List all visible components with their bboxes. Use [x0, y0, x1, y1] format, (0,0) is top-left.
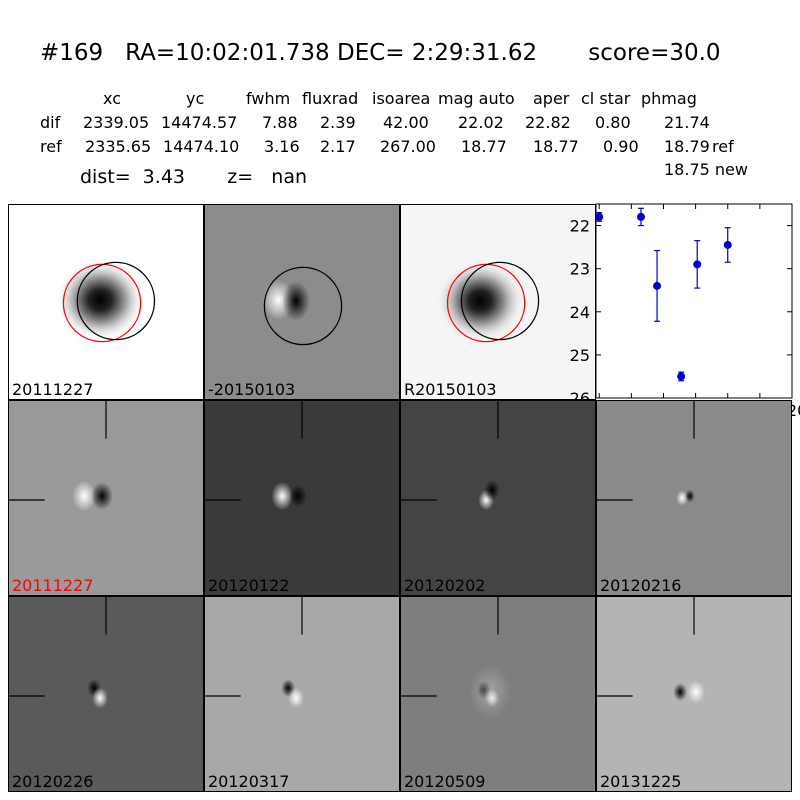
stamp-label: -20150103 — [208, 380, 296, 399]
row-label: dif — [40, 113, 61, 132]
stamp-difference: -20150103 — [204, 204, 400, 400]
residual-blob — [687, 680, 705, 704]
cell-yc: 14474.10 — [163, 137, 240, 156]
residual-blob — [271, 481, 294, 511]
source-blob — [54, 258, 146, 342]
stamp-label: 20120202 — [404, 576, 486, 595]
residual-blob — [92, 687, 108, 709]
data-point — [636, 212, 645, 221]
y-tick-label: 23 — [570, 260, 590, 279]
data-point — [723, 240, 732, 249]
dif-aperture-circle — [76, 261, 156, 341]
cell-mag-auto: 22.02 — [458, 113, 504, 132]
cell-cl-star: 0.90 — [603, 137, 639, 156]
stamp-label: 20131225 — [600, 772, 682, 791]
cell-phmag: 21.74 — [664, 113, 710, 132]
data-point — [653, 281, 662, 290]
cell-fwhm: 3.16 — [264, 137, 300, 156]
plot-frame — [595, 203, 793, 399]
stamp-label: 20120509 — [404, 772, 486, 791]
residual-blob — [685, 489, 695, 503]
col-header-aper: aper — [533, 89, 570, 108]
residual-blob — [72, 480, 97, 512]
y-tick-label: 22 — [570, 217, 590, 236]
cell-yc: 14474.57 — [161, 113, 238, 132]
stamp-label: R20150103 — [404, 380, 497, 399]
residual-blob — [91, 481, 113, 511]
data-point — [595, 212, 604, 221]
residual-blob — [288, 687, 304, 709]
cell-aper: 18.77 — [533, 137, 579, 156]
cell-aper: 22.82 — [525, 113, 571, 132]
cell-fluxrad: 2.39 — [320, 113, 356, 132]
dif-aperture-circle — [460, 261, 540, 341]
col-header-cl-star: cl star — [581, 89, 631, 108]
cell-extra: ref — [712, 137, 734, 156]
cell-isoarea: 267.00 — [380, 137, 436, 156]
col-header-fwhm: fwhm — [246, 89, 291, 108]
col-header-mag-auto: mag auto — [438, 89, 515, 108]
stamp-label: 20120317 — [208, 772, 290, 791]
col-header-fluxrad: fluxrad — [302, 89, 359, 108]
col-header-phmag: phmag — [641, 89, 697, 108]
stamp-ref-late: R20150103 — [400, 204, 596, 400]
y-tick-label: 24 — [570, 303, 590, 322]
new-mag-readout: 18.75 new — [664, 160, 748, 179]
dist-z-readout: dist= 3.43 z= nan — [80, 166, 308, 188]
residual-blob — [676, 490, 689, 506]
stamp-difference-epoch: 20120216 — [596, 400, 792, 596]
cell-fwhm: 7.88 — [262, 113, 298, 132]
stamp-difference-epoch: 20120509 — [400, 596, 596, 792]
cell-isoarea: 42.00 — [383, 113, 429, 132]
cell-phmag: 18.79 — [664, 137, 710, 156]
cell-fluxrad: 2.17 — [320, 137, 356, 156]
col-header-isoarea: isoarea — [372, 89, 431, 108]
stamp-ref-early: 20111227 — [8, 204, 204, 400]
row-label: ref — [40, 137, 62, 156]
cell-cl-star: 0.80 — [595, 113, 631, 132]
col-header-xc: xc — [103, 89, 121, 108]
residual-blob — [673, 683, 688, 702]
data-point — [677, 372, 686, 381]
stamp-difference-epoch: 20120202 — [400, 400, 596, 596]
negative-residual — [282, 281, 310, 321]
col-header-yc: yc — [186, 89, 205, 108]
residual-blob — [289, 484, 307, 508]
stamp-difference-epoch: 20120317 — [204, 596, 400, 792]
y-tick-label: 25 — [570, 346, 590, 365]
stamp-label: 20111227 — [12, 380, 94, 399]
source-blob — [434, 259, 526, 343]
dif-aperture-circle — [263, 266, 343, 346]
cell-xc: 2335.65 — [85, 137, 152, 156]
cell-mag-auto: 18.77 — [461, 137, 507, 156]
page-title: #169 RA=10:02:01.738 DEC= 2:29:31.62 sco… — [40, 40, 721, 66]
cell-xc: 2339.05 — [83, 113, 150, 132]
light-curve-chart: 2223242526020406080100120 — [570, 203, 800, 420]
stamp-difference-epoch: 20120226 — [8, 596, 204, 792]
stamp-label: 20111227 — [12, 576, 94, 595]
stamp-difference-epoch: 20120122 — [204, 400, 400, 596]
residual-blob — [464, 658, 516, 726]
stamp-label: 20120226 — [12, 772, 94, 791]
residual-blob — [484, 479, 500, 501]
data-point — [693, 260, 702, 269]
stamp-difference-epoch: 20131225 — [596, 596, 792, 792]
stamp-difference-epoch: 20111227 — [8, 400, 204, 596]
stamp-label: 20120122 — [208, 576, 290, 595]
stamp-label: 20120216 — [600, 576, 682, 595]
light-curve-svg: 2223242526020406080100120 — [570, 203, 800, 420]
